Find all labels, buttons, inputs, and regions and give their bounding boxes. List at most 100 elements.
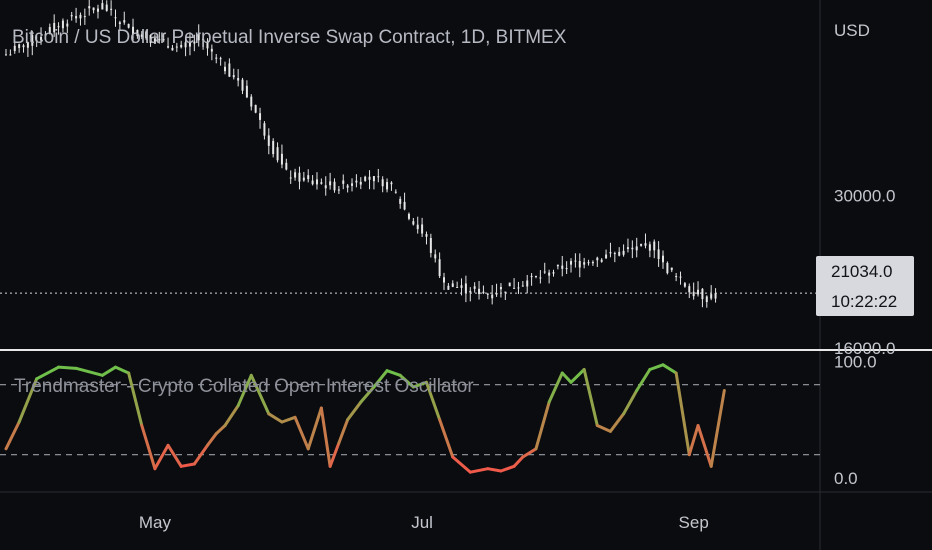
candle — [570, 258, 573, 273]
candle — [609, 242, 612, 258]
candle — [61, 18, 64, 33]
candle — [583, 257, 586, 269]
candle — [114, 9, 117, 27]
time-tick-label: Jul — [411, 513, 433, 532]
candle — [188, 32, 191, 56]
candle — [53, 14, 56, 37]
candle — [456, 281, 459, 288]
candle — [66, 19, 69, 34]
oscillator-segment — [100, 365, 117, 377]
candle — [648, 241, 651, 258]
candle — [289, 170, 292, 184]
candle — [578, 253, 581, 278]
last-price-value: 21034.0 — [831, 262, 892, 281]
candle — [434, 249, 437, 263]
candle — [657, 241, 660, 267]
candle — [83, 8, 86, 25]
oscillator-segment — [153, 443, 170, 471]
candle — [250, 94, 253, 111]
oscillator-segment — [249, 373, 271, 416]
candle — [565, 261, 568, 275]
oscillator-segment — [4, 420, 21, 451]
oscillator-segment — [293, 415, 310, 451]
candle — [574, 253, 577, 268]
candle — [482, 285, 485, 295]
candle — [613, 251, 616, 263]
candle — [631, 240, 634, 259]
candle — [280, 144, 283, 169]
candle — [626, 238, 629, 253]
oscillator-segment — [166, 443, 183, 468]
oscillator-segment — [372, 369, 389, 389]
candle — [425, 231, 428, 245]
candle — [605, 249, 608, 259]
oscillator-segment — [127, 371, 144, 427]
oscillator-segment — [192, 443, 209, 466]
oscillator-segment — [569, 368, 586, 384]
oscillator-segment — [451, 455, 472, 474]
oscillator-segment — [179, 462, 196, 468]
candle — [329, 172, 332, 190]
candle — [517, 281, 520, 294]
oscillator-segment — [57, 365, 78, 370]
candle — [705, 295, 708, 308]
candle — [697, 281, 700, 297]
candle — [272, 138, 275, 158]
candle — [399, 196, 402, 209]
oscillator-tick-label: 0.0 — [834, 469, 858, 488]
candle — [591, 260, 594, 266]
candle — [666, 261, 669, 275]
candle — [416, 216, 419, 234]
candle — [390, 181, 393, 191]
price-tick-label: 16000.0 — [834, 339, 895, 358]
candle — [22, 43, 25, 53]
candle — [587, 259, 590, 266]
candle — [421, 217, 424, 238]
candle — [311, 175, 314, 186]
last-price-badge-box — [816, 256, 914, 316]
oscillator-segment — [696, 424, 713, 468]
candle — [206, 38, 209, 56]
candle — [13, 41, 16, 54]
candle — [635, 237, 638, 258]
candle — [228, 58, 231, 78]
oscillator-segment — [35, 365, 61, 381]
candle — [368, 170, 371, 190]
oscillator-segment — [560, 371, 573, 384]
oscillator-axis[interactable]: 100.0 0.0 — [834, 352, 877, 488]
candle — [495, 283, 498, 297]
candle — [683, 281, 686, 288]
candle — [302, 171, 305, 182]
candle — [675, 272, 678, 282]
oscillator-segment — [74, 366, 104, 377]
oscillator-pane[interactable] — [0, 363, 820, 474]
candle — [653, 239, 656, 259]
candle — [44, 31, 47, 37]
candle — [351, 178, 354, 192]
candle — [447, 283, 450, 290]
candle — [57, 22, 60, 35]
candle — [530, 273, 533, 286]
candle — [622, 244, 625, 257]
time-tick-label: Sep — [679, 513, 709, 532]
candle — [333, 178, 336, 193]
price-pane[interactable] — [5, 0, 717, 308]
candle — [140, 31, 143, 40]
oscillator-segment — [385, 369, 402, 377]
candle — [429, 233, 432, 258]
time-axis[interactable]: May Jul Sep — [139, 513, 709, 532]
candle — [158, 31, 161, 44]
candle — [561, 255, 564, 277]
candle — [407, 212, 410, 221]
candle — [241, 77, 244, 95]
candle — [534, 275, 537, 279]
candle — [324, 176, 327, 196]
candle — [136, 29, 139, 39]
candle — [670, 267, 673, 273]
oscillator-segment — [306, 406, 323, 451]
candle — [184, 37, 187, 57]
oscillator-tick-label: 100.0 — [834, 352, 877, 371]
candle — [105, 0, 108, 12]
time-tick-label: May — [139, 513, 172, 532]
bar-countdown: 10:22:22 — [831, 292, 897, 311]
